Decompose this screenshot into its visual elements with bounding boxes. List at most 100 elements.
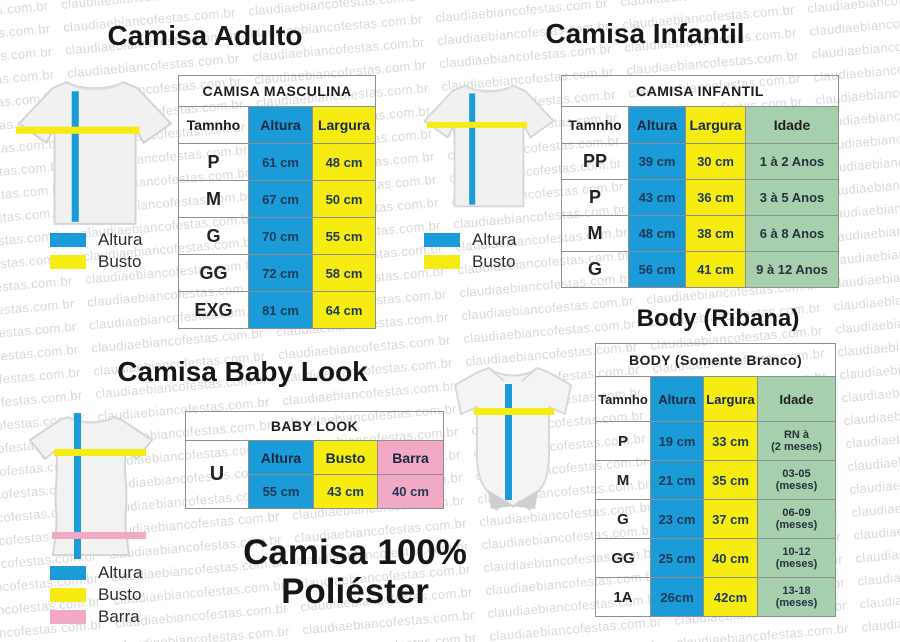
legend-label: Busto bbox=[98, 585, 142, 604]
cell-largura: 40 cm bbox=[703, 538, 758, 578]
idade-line1: 03-05 bbox=[782, 468, 811, 480]
idade-line2: (meses) bbox=[775, 558, 818, 570]
cell-idade: 06-09 (meses) bbox=[757, 499, 836, 539]
idade-line2: (meses) bbox=[775, 597, 818, 609]
altura-measure-line bbox=[71, 91, 79, 222]
busto-swatch bbox=[50, 255, 86, 269]
cell-largura: 42cm bbox=[703, 577, 758, 617]
cell-size: U bbox=[185, 440, 249, 509]
adult-size-table: CAMISA MASCULINA Tamnho Altura Largura P… bbox=[178, 75, 376, 329]
adult-shirt-illustration bbox=[16, 81, 172, 225]
busto-measure-line bbox=[474, 408, 554, 415]
onesie-envelope-neck bbox=[488, 367, 538, 382]
cell-altura: 48 cm bbox=[628, 215, 686, 252]
cell-idade: 10-12 (meses) bbox=[757, 538, 836, 578]
legend-label: Barra bbox=[98, 607, 140, 626]
altura-swatch bbox=[424, 233, 460, 247]
busto-measure-line bbox=[54, 449, 146, 456]
cell-idade: 6 à 8 Anos bbox=[745, 215, 839, 252]
cell-barra: 40 cm bbox=[377, 474, 444, 509]
idade-line1: 13-18 bbox=[782, 585, 811, 597]
cell-idade: 13-18 (meses) bbox=[757, 577, 836, 617]
table-row: G 56 cm 41 cm 9 à 12 Anos bbox=[561, 251, 839, 288]
infantil-shirt-illustration bbox=[423, 84, 555, 208]
cell-altura: 19 cm bbox=[650, 421, 704, 461]
busto-measure-line bbox=[426, 121, 527, 128]
cell-size: P bbox=[178, 143, 249, 181]
cell-largura: 30 cm bbox=[685, 143, 746, 180]
barra-swatch bbox=[50, 610, 86, 624]
table-row: 55 cm 43 cm 40 cm bbox=[186, 474, 444, 509]
idade-line1: 10-12 bbox=[782, 546, 811, 558]
table-row: M 21 cm 35 cm 03-05 (meses) bbox=[595, 460, 836, 500]
altura-measure-line bbox=[505, 384, 512, 500]
table-row: GG 72 cm 58 cm bbox=[178, 254, 376, 292]
legend-item-busto: Busto bbox=[50, 251, 142, 273]
legend-label: Altura bbox=[98, 230, 143, 249]
col-header-largura: Largura bbox=[685, 106, 746, 144]
cell-largura: 50 cm bbox=[312, 180, 376, 218]
cell-largura: 58 cm bbox=[312, 254, 376, 292]
col-header-altura: Altura bbox=[628, 106, 686, 144]
cell-size: G bbox=[561, 251, 629, 288]
cell-altura: 81 cm bbox=[248, 291, 313, 329]
col-header-altura: Altura bbox=[248, 106, 313, 144]
busto-swatch bbox=[50, 588, 86, 602]
cell-largura: 35 cm bbox=[703, 460, 758, 500]
col-header-tamanho: Tamnho bbox=[178, 106, 249, 144]
altura-swatch bbox=[50, 233, 86, 247]
cell-altura: 70 cm bbox=[248, 217, 313, 255]
idade-line2: (2 meses) bbox=[771, 441, 822, 453]
babylook-shirt-illustration bbox=[29, 413, 153, 559]
col-header-altura: Altura bbox=[650, 376, 704, 422]
cell-altura: 26cm bbox=[650, 577, 704, 617]
infantil-size-table: CAMISA INFANTIL Tamnho Altura Largura Id… bbox=[561, 75, 839, 288]
legend-label: Busto bbox=[472, 252, 516, 271]
infantil-section-title: Camisa Infantil bbox=[545, 18, 745, 49]
table-row: G 70 cm 55 cm bbox=[178, 217, 376, 255]
cell-idade: 03-05 (meses) bbox=[757, 460, 836, 500]
material-note-line1: Camisa 100% bbox=[243, 533, 467, 572]
col-header-largura: Largura bbox=[312, 106, 376, 144]
table-row: M 48 cm 38 cm 6 à 8 Anos bbox=[561, 215, 839, 252]
table-row: GG 25 cm 40 cm 10-12 (meses) bbox=[595, 538, 836, 578]
body-onesie-illustration bbox=[454, 367, 572, 511]
cell-largura: 48 cm bbox=[312, 143, 376, 181]
cell-altura: 39 cm bbox=[628, 143, 686, 180]
legend-item-altura: Altura bbox=[50, 229, 142, 251]
cell-size: P bbox=[561, 179, 629, 216]
cell-size: P bbox=[595, 421, 651, 461]
cell-size: G bbox=[595, 499, 651, 539]
table-title: BABY LOOK bbox=[185, 411, 444, 441]
cell-size: M bbox=[561, 215, 629, 252]
legend-item-busto: Busto bbox=[424, 251, 516, 273]
table-row: G 23 cm 37 cm 06-09 (meses) bbox=[595, 499, 836, 539]
babylook-legend: Altura Busto Barra bbox=[50, 562, 142, 628]
idade-line1: 06-09 bbox=[782, 507, 811, 519]
table-row: P 61 cm 48 cm bbox=[178, 143, 376, 181]
cell-size: GG bbox=[178, 254, 249, 292]
table-row: P 19 cm 33 cm RN à (2 meses) bbox=[595, 421, 836, 461]
col-header-barra: Barra bbox=[377, 440, 444, 475]
cell-largura: 37 cm bbox=[703, 499, 758, 539]
legend-item-altura: Altura bbox=[424, 229, 516, 251]
col-header-largura: Largura bbox=[703, 376, 758, 422]
table-title: CAMISA INFANTIL bbox=[561, 75, 839, 107]
cell-size: PP bbox=[561, 143, 629, 180]
cell-largura: 64 cm bbox=[312, 291, 376, 329]
adult-legend: Altura Busto bbox=[50, 229, 142, 273]
material-note: Camisa 100% Poliéster bbox=[205, 533, 505, 611]
busto-swatch bbox=[424, 255, 460, 269]
legend-label: Altura bbox=[472, 230, 517, 249]
cell-busto: 43 cm bbox=[313, 474, 378, 509]
barra-measure-line bbox=[52, 532, 146, 539]
col-header-altura: Altura bbox=[248, 440, 314, 475]
altura-measure-line bbox=[74, 413, 81, 559]
altura-swatch bbox=[50, 566, 86, 580]
idade-line1: RN à bbox=[783, 429, 810, 441]
cell-altura: 61 cm bbox=[248, 143, 313, 181]
cell-altura: 55 cm bbox=[248, 474, 314, 509]
onesie-left-flap bbox=[488, 490, 514, 509]
babylook-section-title: Camisa Baby Look bbox=[117, 356, 368, 387]
cell-altura: 56 cm bbox=[628, 251, 686, 288]
